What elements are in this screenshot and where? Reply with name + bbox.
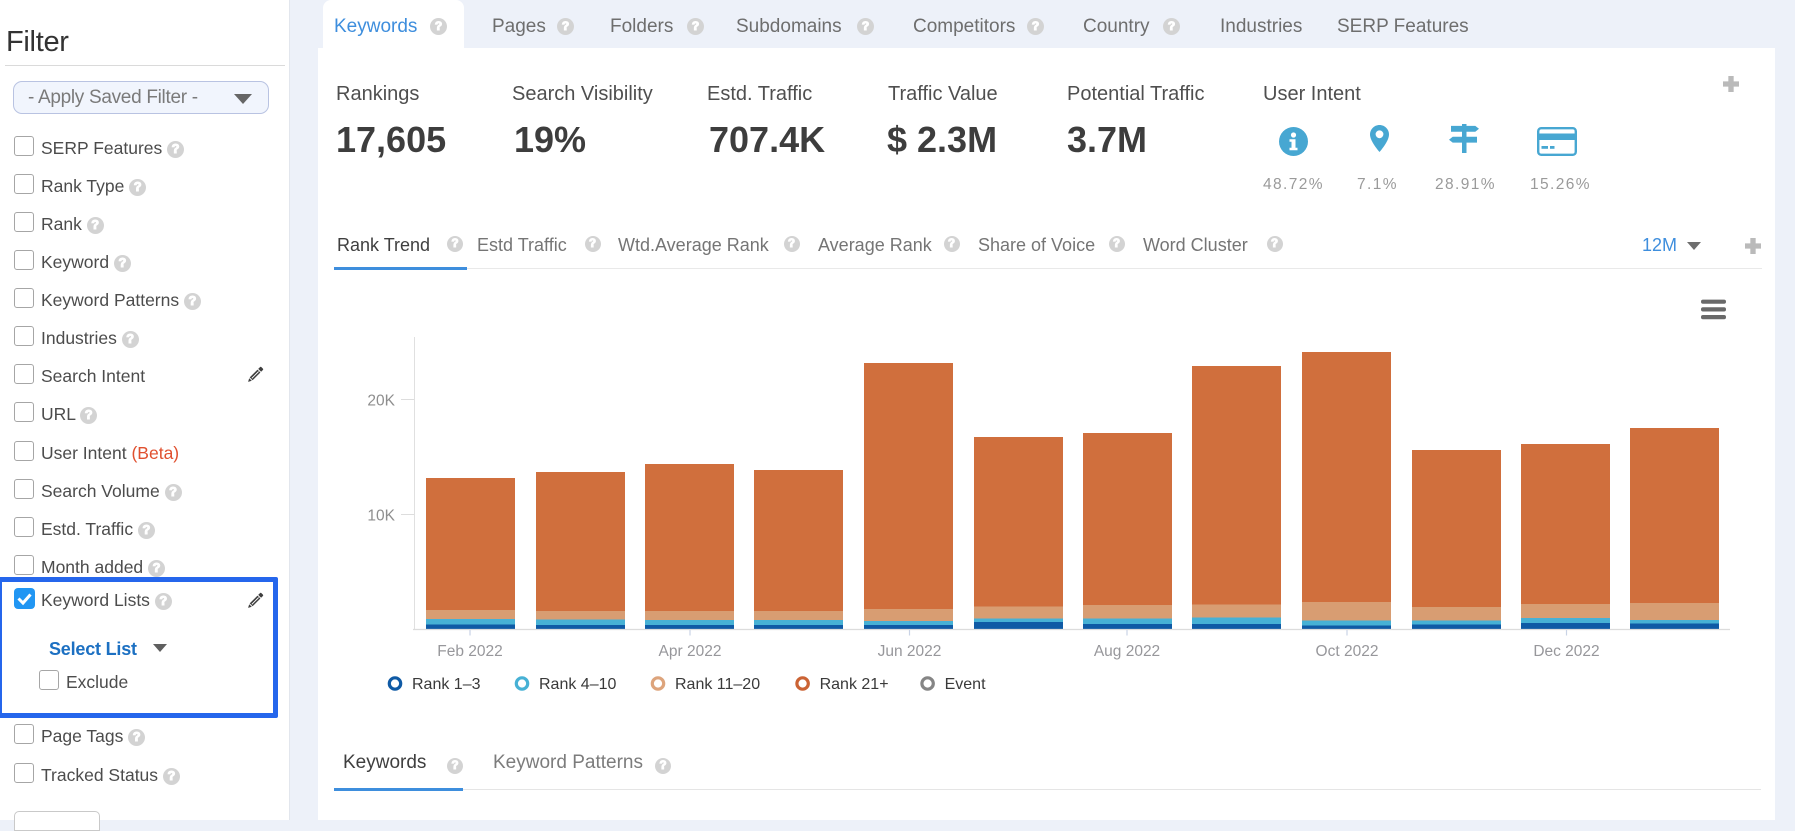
svg-text:Dec 2022: Dec 2022 [1533,643,1599,660]
svg-text:10K: 10K [367,508,395,525]
svg-text:Rank 11–20: Rank 11–20 [675,676,760,693]
svg-text:20K: 20K [367,393,395,410]
svg-text:Rank 4–10: Rank 4–10 [539,676,616,693]
svg-text:Oct 2022: Oct 2022 [1316,643,1379,660]
svg-text:Apr 2022: Apr 2022 [659,643,722,660]
svg-text:Rank 1–3: Rank 1–3 [412,676,481,693]
svg-text:Aug 2022: Aug 2022 [1094,643,1160,660]
svg-text:Jun 2022: Jun 2022 [878,643,942,660]
svg-text:Feb 2022: Feb 2022 [437,643,503,660]
svg-text:Event: Event [945,676,986,693]
svg-text:Rank 21+: Rank 21+ [820,676,889,693]
